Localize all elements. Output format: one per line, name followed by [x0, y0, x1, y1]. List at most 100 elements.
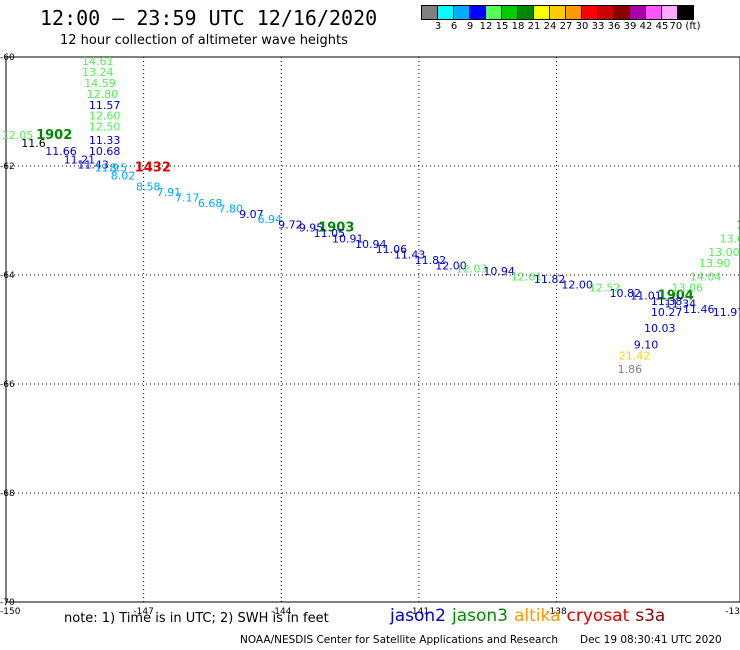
latitude-tick-label: -62 — [0, 162, 15, 172]
legend-label: 21 — [527, 21, 541, 32]
color-legend: 3 6 9 12 15 18 21 24 27 30 33 36 39 42 45 70 (ft) — [421, 5, 701, 34]
map-gridlines — [6, 57, 740, 602]
wave-height-value: 11.21 — [64, 153, 96, 166]
wave-height-value: 11.57 — [89, 99, 121, 112]
longitude-tick-label: -144 — [271, 607, 292, 617]
mission-jason2: jason2 — [390, 606, 446, 626]
wave-height-value: 12.60 — [89, 110, 121, 123]
wave-height-value: 21.42 — [619, 349, 651, 362]
wave-height-value: 12.80 — [87, 88, 119, 101]
wave-height-value: 11.43 — [394, 249, 426, 262]
wave-height-value: 10.68 — [89, 145, 121, 158]
wave-height-value: 12.61 — [511, 270, 543, 283]
legend-label: 39 — [623, 21, 637, 32]
wave-height-value: 1.86 — [618, 363, 643, 376]
wave-height-value: 10.82 — [610, 287, 642, 300]
wave-height-value: 10.94 — [355, 238, 387, 251]
mission-cryosat: cryosat — [566, 606, 630, 626]
wave-height-value: 11.6 — [21, 137, 46, 150]
map-border — [5, 56, 740, 603]
wave-height-value: 11.33 — [89, 134, 121, 147]
wave-height-value: 10.94 — [483, 265, 515, 278]
latitude-tick-label: -66 — [0, 380, 15, 390]
wave-height-value: 11.82 — [415, 254, 447, 267]
map-tick-labels: -150 -147 -144 -141 -138 -13 -60 -62 -64 -66 -68 -7… — [0, 53, 740, 617]
legend-label: 9 — [466, 21, 474, 32]
mission-altika: altika — [514, 606, 561, 626]
map-frame — [5, 56, 740, 603]
wave-height-value: 14.59 — [84, 77, 116, 90]
wave-height-value: 9.07 — [239, 208, 264, 221]
wave-height-value: 11.82 — [534, 273, 566, 286]
mission-s3a: s3a — [635, 606, 666, 626]
legend-label: 3 — [434, 21, 442, 32]
wave-height-value: 11.05 — [314, 227, 346, 240]
generated-timestamp: Dec 19 08:30:41 UTC 2020 — [580, 634, 722, 646]
legend-swatches — [421, 5, 694, 20]
wave-height-value: 6.94 — [258, 213, 283, 226]
wave-height-value: 12.03 — [456, 262, 488, 275]
wave-height-value: 9.95 — [299, 221, 324, 234]
wave-height-value: 11.06 — [376, 243, 408, 256]
legend-label: 18 — [511, 21, 525, 32]
wave-height-value: 13.00 — [708, 246, 740, 259]
wave-height-value: 11.46 — [683, 303, 715, 316]
wave-height-value: 7.91 — [157, 186, 182, 199]
wave-height-value: 8.02 — [111, 170, 136, 183]
legend-label: 24 — [543, 21, 557, 32]
wave-height-value: 6.68 — [198, 197, 223, 210]
longitude-tick-label: -147 — [133, 607, 153, 617]
wave-height-value: 11.9 — [95, 161, 120, 174]
map-subtitle: 12 hour collection of altimeter wave hei… — [60, 33, 348, 48]
wave-height-value: 9.72 — [278, 219, 303, 232]
legend-label: 6 — [450, 21, 458, 32]
footer-note: note: 1) Time is in UTC; 2) SWH is in fe… — [64, 611, 329, 626]
wave-height-value: 7.17 — [175, 191, 200, 204]
latitude-tick-label: -60 — [0, 53, 15, 63]
longitude-tick-label: -13 — [725, 607, 740, 617]
wave-height-value: 11.38 — [651, 295, 683, 308]
wave-height-value: 9.10 — [634, 339, 659, 352]
wave-height-value: 11.34 — [665, 298, 697, 311]
wave-height-value: 14.04 — [690, 270, 722, 283]
longitude-tick-label: -141 — [409, 607, 429, 617]
legend-label: 70 (ft) — [669, 21, 701, 32]
mission-legend: jason2 jason3 altika cryosat s3a — [390, 606, 671, 626]
wave-height-value: 10.03 — [644, 322, 676, 335]
wave-height-value: 12.00 — [561, 279, 593, 292]
credit-line: NOAA/NESDIS Center for Satellite Applica… — [240, 634, 558, 646]
mission-jason3: jason3 — [452, 606, 508, 626]
wave-height-value: 11.97 — [713, 306, 740, 319]
legend-swatch — [677, 5, 694, 20]
legend-labels: 3 6 9 12 15 18 21 24 27 30 33 36 39 42 45 70 (ft) — [421, 20, 701, 34]
wave-height-value: 15.2 — [737, 219, 740, 232]
wave-height-value: 12.50 — [89, 121, 121, 134]
wave-height-labels: 14.6113.2414.5912.8011.5712.6012.5011.33… — [2, 55, 740, 376]
wave-height-value: 13.62 — [720, 232, 740, 245]
wave-height-value: 13.90 — [699, 257, 731, 270]
legend-label: 15 — [495, 21, 509, 32]
longitude-tick-label: -138 — [546, 607, 567, 617]
wave-height-value: 12.52 — [589, 281, 621, 294]
pass-time-label: 1432 — [135, 160, 171, 175]
wave-height-value: 8.5 — [110, 161, 128, 174]
wave-height-value: 10.91 — [332, 232, 364, 245]
wave-height-value: 12.05 — [2, 129, 34, 142]
wave-height-value: 13.06 — [671, 281, 703, 294]
legend-label: 45 — [655, 21, 669, 32]
legend-label: 12 — [479, 21, 493, 32]
wave-height-value: 10.27 — [651, 306, 683, 319]
pass-time-label: 1903 — [318, 220, 354, 235]
legend-label: 33 — [591, 21, 605, 32]
latitude-tick-label: -68 — [0, 489, 15, 499]
legend-label: 27 — [559, 21, 573, 32]
longitude-tick-label: -150 — [0, 607, 21, 617]
wave-height-value: 11.66 — [45, 145, 77, 158]
legend-label: 36 — [607, 21, 621, 32]
wave-height-value: 11.43 — [77, 159, 109, 172]
map-title: 12:00 – 23:59 UTC 12/16/2020 — [40, 6, 378, 30]
wave-height-value: 11.01 — [630, 290, 662, 303]
legend-label: 42 — [639, 21, 653, 32]
wave-height-value: 14.61 — [82, 55, 114, 68]
